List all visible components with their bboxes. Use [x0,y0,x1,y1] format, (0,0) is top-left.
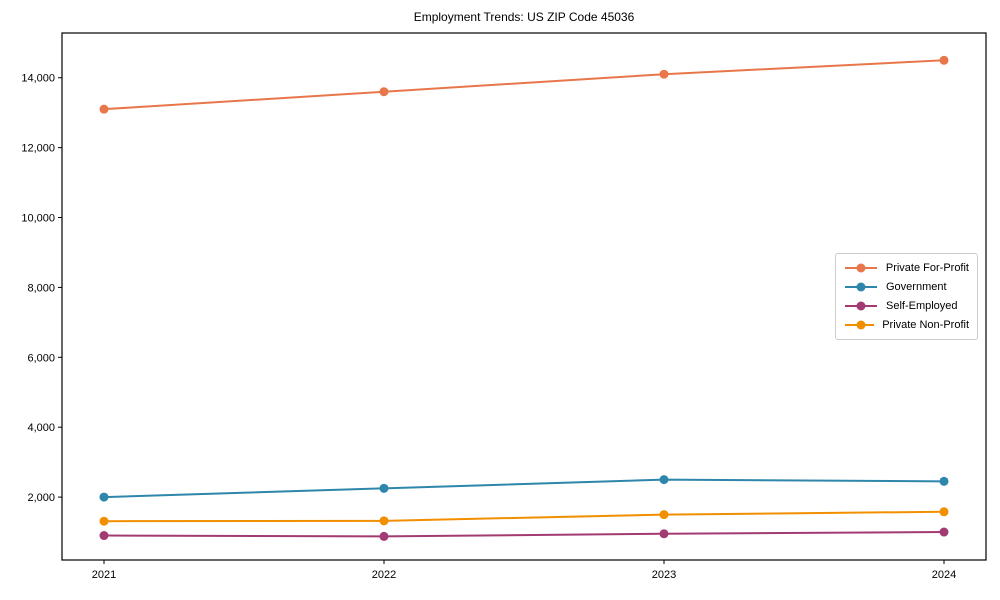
y-tick-label: 14,000 [21,73,55,85]
x-tick-label: 2021 [92,569,116,581]
data-point-marker [659,510,669,520]
series-line [103,478,945,499]
data-point-marker [659,529,669,539]
legend-item: Private Non-Profit [844,319,969,331]
x-tick-label: 2024 [932,569,956,581]
data-point-marker [659,69,669,79]
y-tick-label: 4,000 [27,422,55,434]
y-tick-label: 12,000 [21,143,55,155]
y-tick-label: 8,000 [27,282,55,294]
data-point-marker [379,531,389,541]
legend-label: Private For-Profit [885,261,969,274]
data-point-marker [939,527,949,537]
data-point-marker [99,492,109,502]
legend-label: Self-Employed [886,300,958,313]
legend-label: Government [886,280,947,293]
series-line [103,510,945,523]
plot-border [61,32,987,561]
series-line [103,59,945,111]
data-point-marker [939,55,949,65]
legend-marker-icon [845,282,877,292]
legend-label: Private Non-Profit [882,319,969,332]
data-point-marker [99,531,109,541]
data-point-marker [659,475,669,485]
x-tick-label: 2023 [652,569,676,581]
series-line [103,531,945,538]
chart-title: Employment Trends: US ZIP Code 45036 [413,10,635,24]
data-point-marker [379,516,389,526]
x-tick-label: 2022 [372,569,396,581]
chart-legend: Private For-Profit Government Self-Employe… [835,253,978,340]
legend-marker-icon [845,301,877,311]
legend-marker-icon [845,320,875,330]
y-tick-label: 10,000 [21,213,55,225]
data-point-marker [379,87,389,97]
data-point-marker [939,476,949,486]
data-point-marker [939,507,949,517]
y-tick-label: 6,000 [27,352,55,364]
legend-item: Self-Employed [844,300,969,312]
legend-item: Government [844,281,969,293]
data-point-marker [99,104,109,114]
legend-marker-icon [845,263,877,273]
data-point-marker [379,483,389,493]
legend-item: Private For-Profit [844,262,969,274]
y-tick-label: 2,000 [27,492,55,504]
data-point-marker [99,516,109,526]
